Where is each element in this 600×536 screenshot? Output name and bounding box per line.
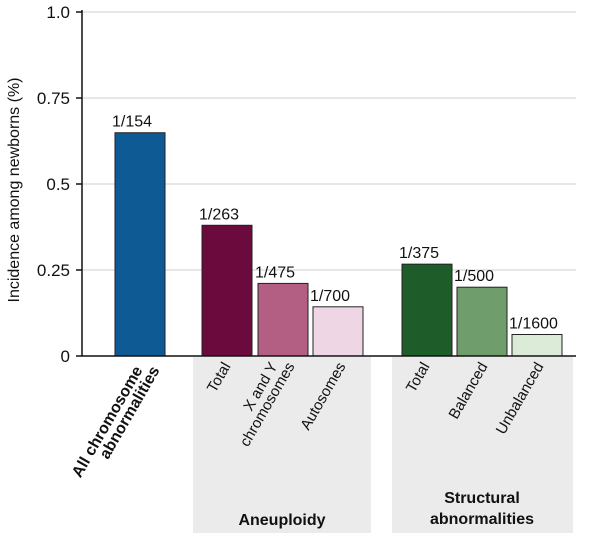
bar-data-label: 1/154 [112,114,152,131]
bar [114,132,166,357]
bar [312,306,364,357]
bar-data-label: 1/700 [310,288,350,305]
bar [201,224,253,357]
group-label-structural-line2: abnormalities [430,511,534,528]
bar [257,282,309,357]
category-label-all-line1: All chromosome [69,363,146,480]
bar-data-label: 1/375 [399,245,439,262]
bar-data-label: 1/475 [255,264,295,281]
group-label-aneuploidy: Aneuploidy [238,512,325,529]
y-tick-label: 0.25 [37,261,70,280]
group-label-structural-line1: Structural [444,490,520,507]
bar [511,334,563,357]
aneuploidy-group-background [193,357,371,533]
bar [456,286,508,357]
structural-group-background [392,357,573,533]
y-axis-label: Incidence among newborns (%) [6,77,23,302]
bar-labels-layer: 1/154 1/263 1/475 1/700 1/375 1/500 1/1600 [112,114,558,333]
bar [401,263,453,357]
y-tick-label: 0 [61,347,70,366]
y-tick-label: 0.5 [46,175,70,194]
y-ticks: 0 0.25 0.5 0.75 1.0 [37,3,82,366]
bar-data-label: 1/500 [454,268,494,285]
y-tick-label: 1.0 [46,3,70,22]
bar-data-label: 1/1600 [509,316,558,333]
bar-data-label: 1/263 [199,206,239,223]
y-tick-label: 0.75 [37,89,70,108]
bars-layer [114,132,563,357]
